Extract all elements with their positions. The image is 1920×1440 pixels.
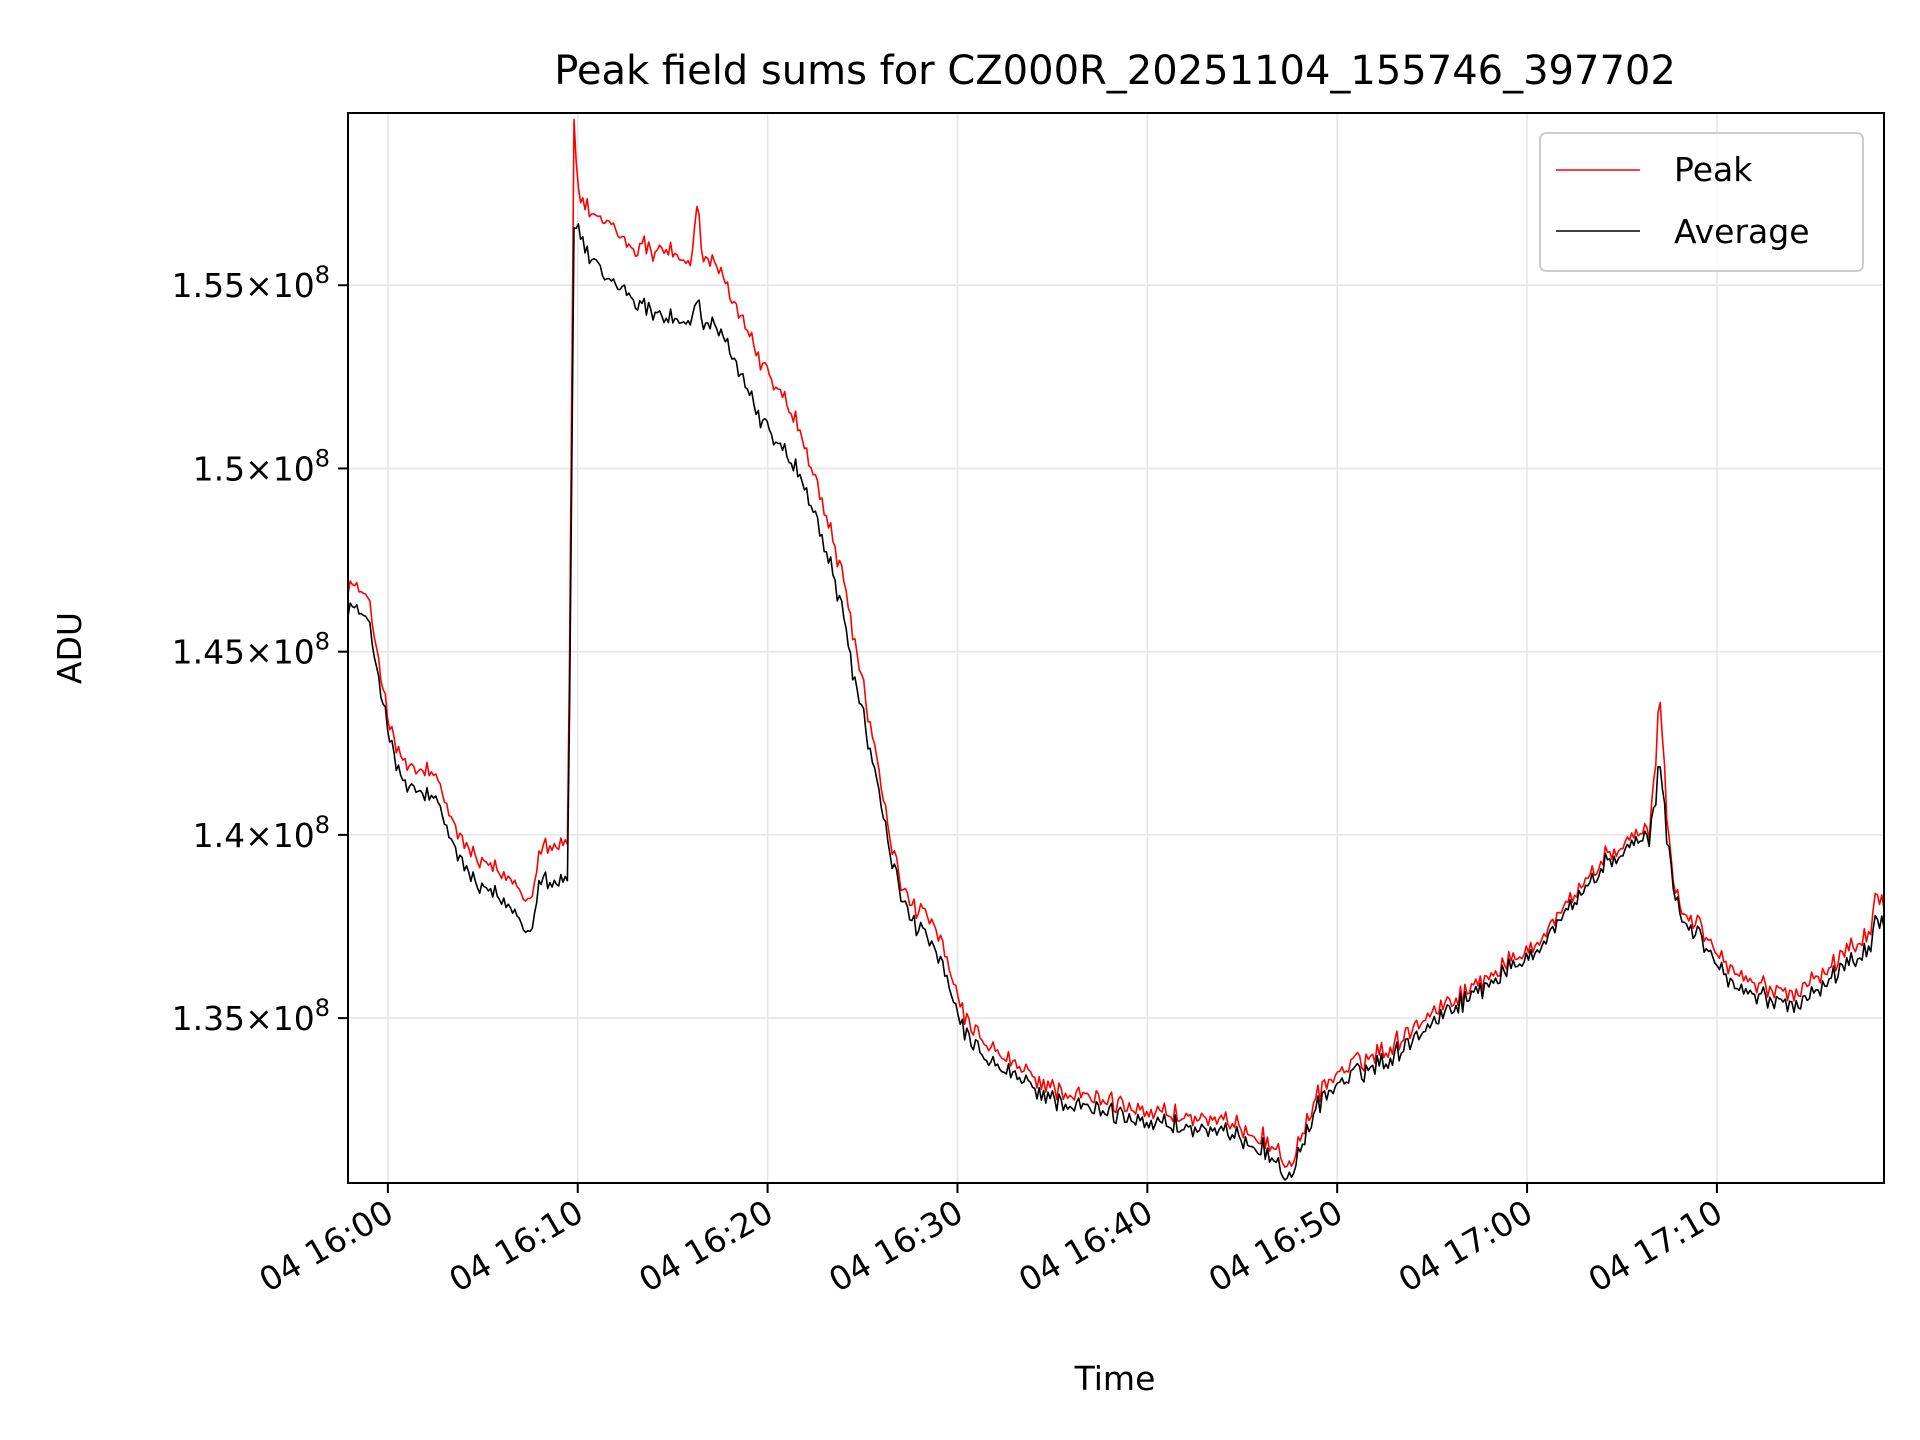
x-axis-label: Time — [1074, 1359, 1156, 1398]
y-tick-mantissa: 1.35 — [172, 999, 245, 1038]
y-tick-mantissa: 1.45 — [172, 633, 245, 672]
y-tick-mantissa: 1.5 — [193, 449, 245, 488]
y-tick-exponent: 8 — [315, 261, 330, 289]
y-tick-exponent: 8 — [315, 628, 330, 656]
legend-label-peak: Peak — [1674, 150, 1753, 189]
y-tick-exponent: 8 — [315, 994, 330, 1022]
series-line-peak — [348, 118, 1884, 1168]
chart-title: Peak field sums for CZ000R_20251104_1557… — [554, 48, 1676, 94]
y-tick-label: 1.55×108 — [172, 261, 330, 305]
series-layer — [348, 118, 1884, 1181]
y-tick-label: 1.4×108 — [193, 811, 330, 855]
y-tick-label: 1.45×108 — [172, 628, 330, 672]
y-tick-times: ×10 — [245, 633, 315, 672]
y-tick-label: 1.5×108 — [193, 444, 330, 488]
y-tick-exponent: 8 — [315, 444, 330, 472]
y-tick-exponent: 8 — [315, 811, 330, 839]
y-tick-label: 1.35×108 — [172, 994, 330, 1038]
y-tick-mantissa: 1.55 — [172, 266, 245, 305]
y-tick-times: ×10 — [245, 449, 315, 488]
y-axis-label: ADU — [50, 612, 89, 684]
y-tick-times: ×10 — [245, 999, 315, 1038]
plot-frame — [347, 112, 1885, 1184]
y-tick-times: ×10 — [245, 816, 315, 855]
y-tick-times: ×10 — [245, 266, 315, 305]
legend: Peak Average — [1539, 132, 1864, 272]
series-line-average — [348, 223, 1884, 1181]
y-tick-mantissa: 1.4 — [193, 816, 245, 855]
grid — [348, 113, 1884, 1183]
legend-label-average: Average — [1674, 212, 1810, 251]
legend-box — [1539, 132, 1864, 272]
